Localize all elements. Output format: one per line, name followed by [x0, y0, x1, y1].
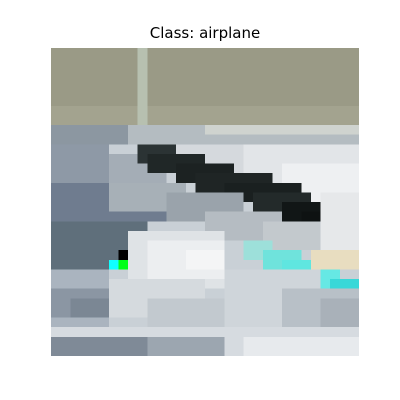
figure-title: Class: airplane — [149, 24, 261, 42]
image-panel — [51, 48, 359, 356]
pixelated-airplane-photo — [51, 48, 359, 356]
